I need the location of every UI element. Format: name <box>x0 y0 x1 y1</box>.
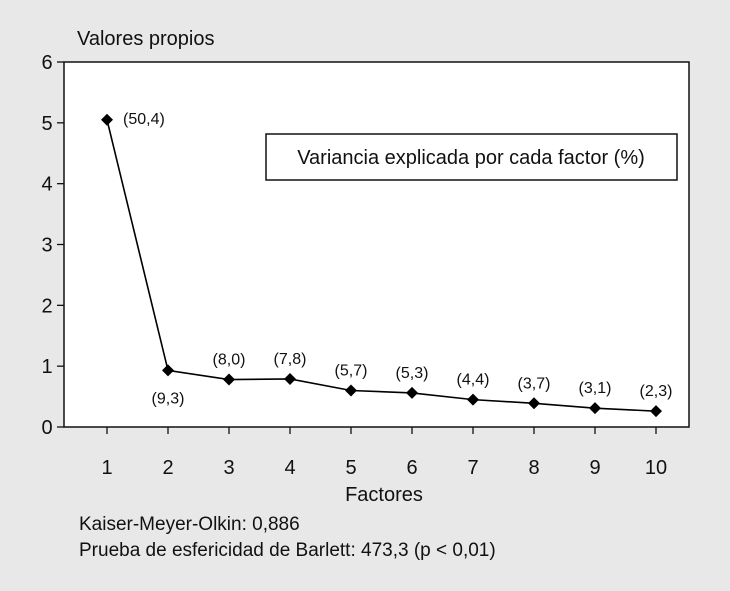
data-label: (9,3) <box>152 390 185 407</box>
y-tick-label: 3 <box>41 235 52 257</box>
x-tick-label: 8 <box>528 457 539 479</box>
y-tick-label: 6 <box>41 52 52 74</box>
x-tick-label: 10 <box>645 457 667 479</box>
data-point <box>467 393 479 406</box>
bartlett-note: Prueba de esfericidad de Barlett: 473,3 … <box>79 540 496 561</box>
data-point <box>589 402 601 415</box>
data-label: (5,3) <box>396 365 429 382</box>
data-point <box>406 386 418 399</box>
y-tick-label: 2 <box>41 295 52 317</box>
y-tick-label: 4 <box>41 174 52 196</box>
series-line <box>106 119 657 412</box>
x-axis: 1 2 3 4 5 6 7 8 9 10 <box>101 427 667 479</box>
y-axis: 0 1 2 3 4 5 6 <box>41 52 64 439</box>
data-point <box>284 372 296 385</box>
data-label: (3,7) <box>518 375 551 392</box>
kmo-note: Kaiser-Meyer-Olkin: 0,886 <box>79 514 300 535</box>
x-tick-label: 6 <box>406 457 417 479</box>
x-tick-label: 4 <box>284 457 295 479</box>
annotation-text: Variancia explicada por cada factor (%) <box>297 147 645 169</box>
data-label: (4,4) <box>457 372 490 389</box>
data-point <box>345 384 357 397</box>
annotation-box <box>265 133 678 181</box>
legend-box: Variancia explicada por cada factor (%) <box>265 133 678 181</box>
data-label: (50,4) <box>123 111 165 128</box>
y-axis-label: Valores propios <box>77 28 214 50</box>
x-tick-label: 3 <box>223 457 234 479</box>
y-tick-label: 1 <box>41 356 52 378</box>
data-point <box>650 405 662 418</box>
series-group: (50,4) (9,3) (8,0) (7,8) (5,7) (5,3) (4,4) (3,7… <box>101 111 673 418</box>
x-tick-label: 2 <box>162 457 173 479</box>
data-label: (8,0) <box>213 352 246 369</box>
data-point <box>162 364 174 377</box>
data-label: (2,3) <box>640 383 673 400</box>
data-point <box>223 373 235 386</box>
y-tick-label: 0 <box>41 417 52 439</box>
data-point <box>528 397 540 410</box>
data-label: (7,8) <box>274 351 307 368</box>
data-point <box>101 113 113 126</box>
x-tick-label: 9 <box>589 457 600 479</box>
x-tick-label: 7 <box>467 457 478 479</box>
y-tick-label: 5 <box>41 113 52 135</box>
x-axis-label: Factores <box>345 484 423 506</box>
data-label: (3,1) <box>579 380 612 397</box>
data-label: (5,7) <box>335 363 368 380</box>
x-tick-label: 5 <box>345 457 356 479</box>
x-tick-label: 1 <box>101 457 112 479</box>
